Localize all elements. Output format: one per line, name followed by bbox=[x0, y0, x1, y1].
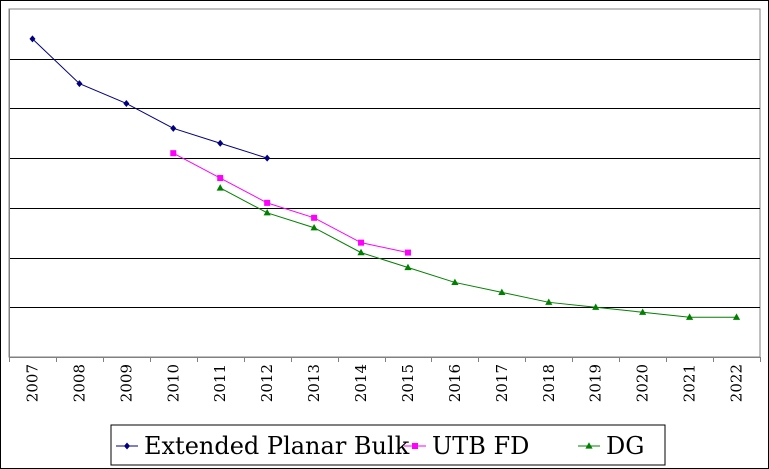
data-point bbox=[311, 214, 318, 221]
legend: Extended Planar Bulk UTB FD DG bbox=[110, 424, 666, 466]
series-line bbox=[173, 152, 409, 254]
data-point bbox=[451, 278, 459, 286]
data-point bbox=[639, 308, 647, 315]
data-point bbox=[358, 239, 365, 246]
data-point bbox=[545, 298, 553, 305]
data-point bbox=[585, 442, 593, 449]
data-point bbox=[404, 249, 411, 256]
legend-box bbox=[110, 424, 666, 466]
data-point bbox=[498, 288, 506, 295]
data-point bbox=[592, 303, 600, 310]
x-tick-label: 2014 bbox=[352, 364, 370, 402]
data-point bbox=[170, 124, 177, 132]
x-tick-label: 2010 bbox=[164, 364, 182, 402]
legend-entry-extended-planar-bulk: Extended Planar Bulk bbox=[116, 432, 410, 460]
series-dg bbox=[216, 184, 741, 320]
axes bbox=[9, 9, 761, 362]
legend-entry-dg: DG bbox=[578, 432, 644, 460]
plot-area bbox=[8, 8, 761, 358]
data-point bbox=[685, 313, 694, 320]
x-tick-label: 2013 bbox=[305, 364, 323, 402]
x-tick-label: 2012 bbox=[258, 364, 276, 402]
data-point bbox=[732, 313, 741, 320]
x-tick-label: 2020 bbox=[634, 364, 652, 402]
x-tick-label: 2011 bbox=[211, 364, 229, 402]
x-tick-label: 2022 bbox=[728, 364, 746, 402]
x-tick-label: 2018 bbox=[540, 364, 558, 402]
data-point bbox=[170, 150, 177, 157]
gridlines bbox=[9, 59, 760, 308]
legend-entry-utb-fd: UTB FD bbox=[404, 432, 529, 460]
x-tick-label: 2021 bbox=[681, 364, 699, 402]
legend-label: Extended Planar Bulk bbox=[144, 432, 410, 460]
data-point bbox=[264, 199, 271, 206]
data-point bbox=[264, 154, 271, 162]
data-point bbox=[310, 223, 318, 231]
data-point bbox=[29, 35, 36, 43]
series-line bbox=[32, 38, 268, 159]
data-point bbox=[217, 139, 224, 147]
plot-background bbox=[8, 8, 761, 358]
data-point bbox=[357, 248, 365, 256]
x-tick-label: 2007 bbox=[23, 364, 41, 402]
data-point bbox=[263, 209, 271, 216]
x-tick-label: 2017 bbox=[493, 364, 511, 402]
legend-label: UTB FD bbox=[432, 432, 529, 460]
x-tick-label: 2016 bbox=[446, 364, 464, 402]
data-point bbox=[412, 443, 418, 449]
data-point bbox=[216, 184, 224, 191]
series-utb-fd bbox=[170, 150, 411, 256]
x-tick-labels: 2007 2008 2009 2010 2011 2012 2013 2014 2015 2016… bbox=[23, 364, 745, 402]
series-extended-planar-bulk bbox=[29, 35, 271, 162]
x-tick-label: 2008 bbox=[70, 364, 88, 402]
x-tick-label: 2009 bbox=[117, 364, 135, 402]
series-layer bbox=[29, 35, 741, 320]
x-tick-label: 2019 bbox=[587, 364, 605, 402]
x-tick-label: 2015 bbox=[399, 364, 417, 402]
data-point bbox=[123, 99, 130, 107]
data-point bbox=[124, 442, 130, 450]
legend-label: DG bbox=[606, 432, 644, 460]
data-point bbox=[217, 175, 224, 182]
series-line bbox=[219, 187, 737, 318]
data-point bbox=[404, 263, 412, 271]
data-point bbox=[76, 80, 83, 88]
